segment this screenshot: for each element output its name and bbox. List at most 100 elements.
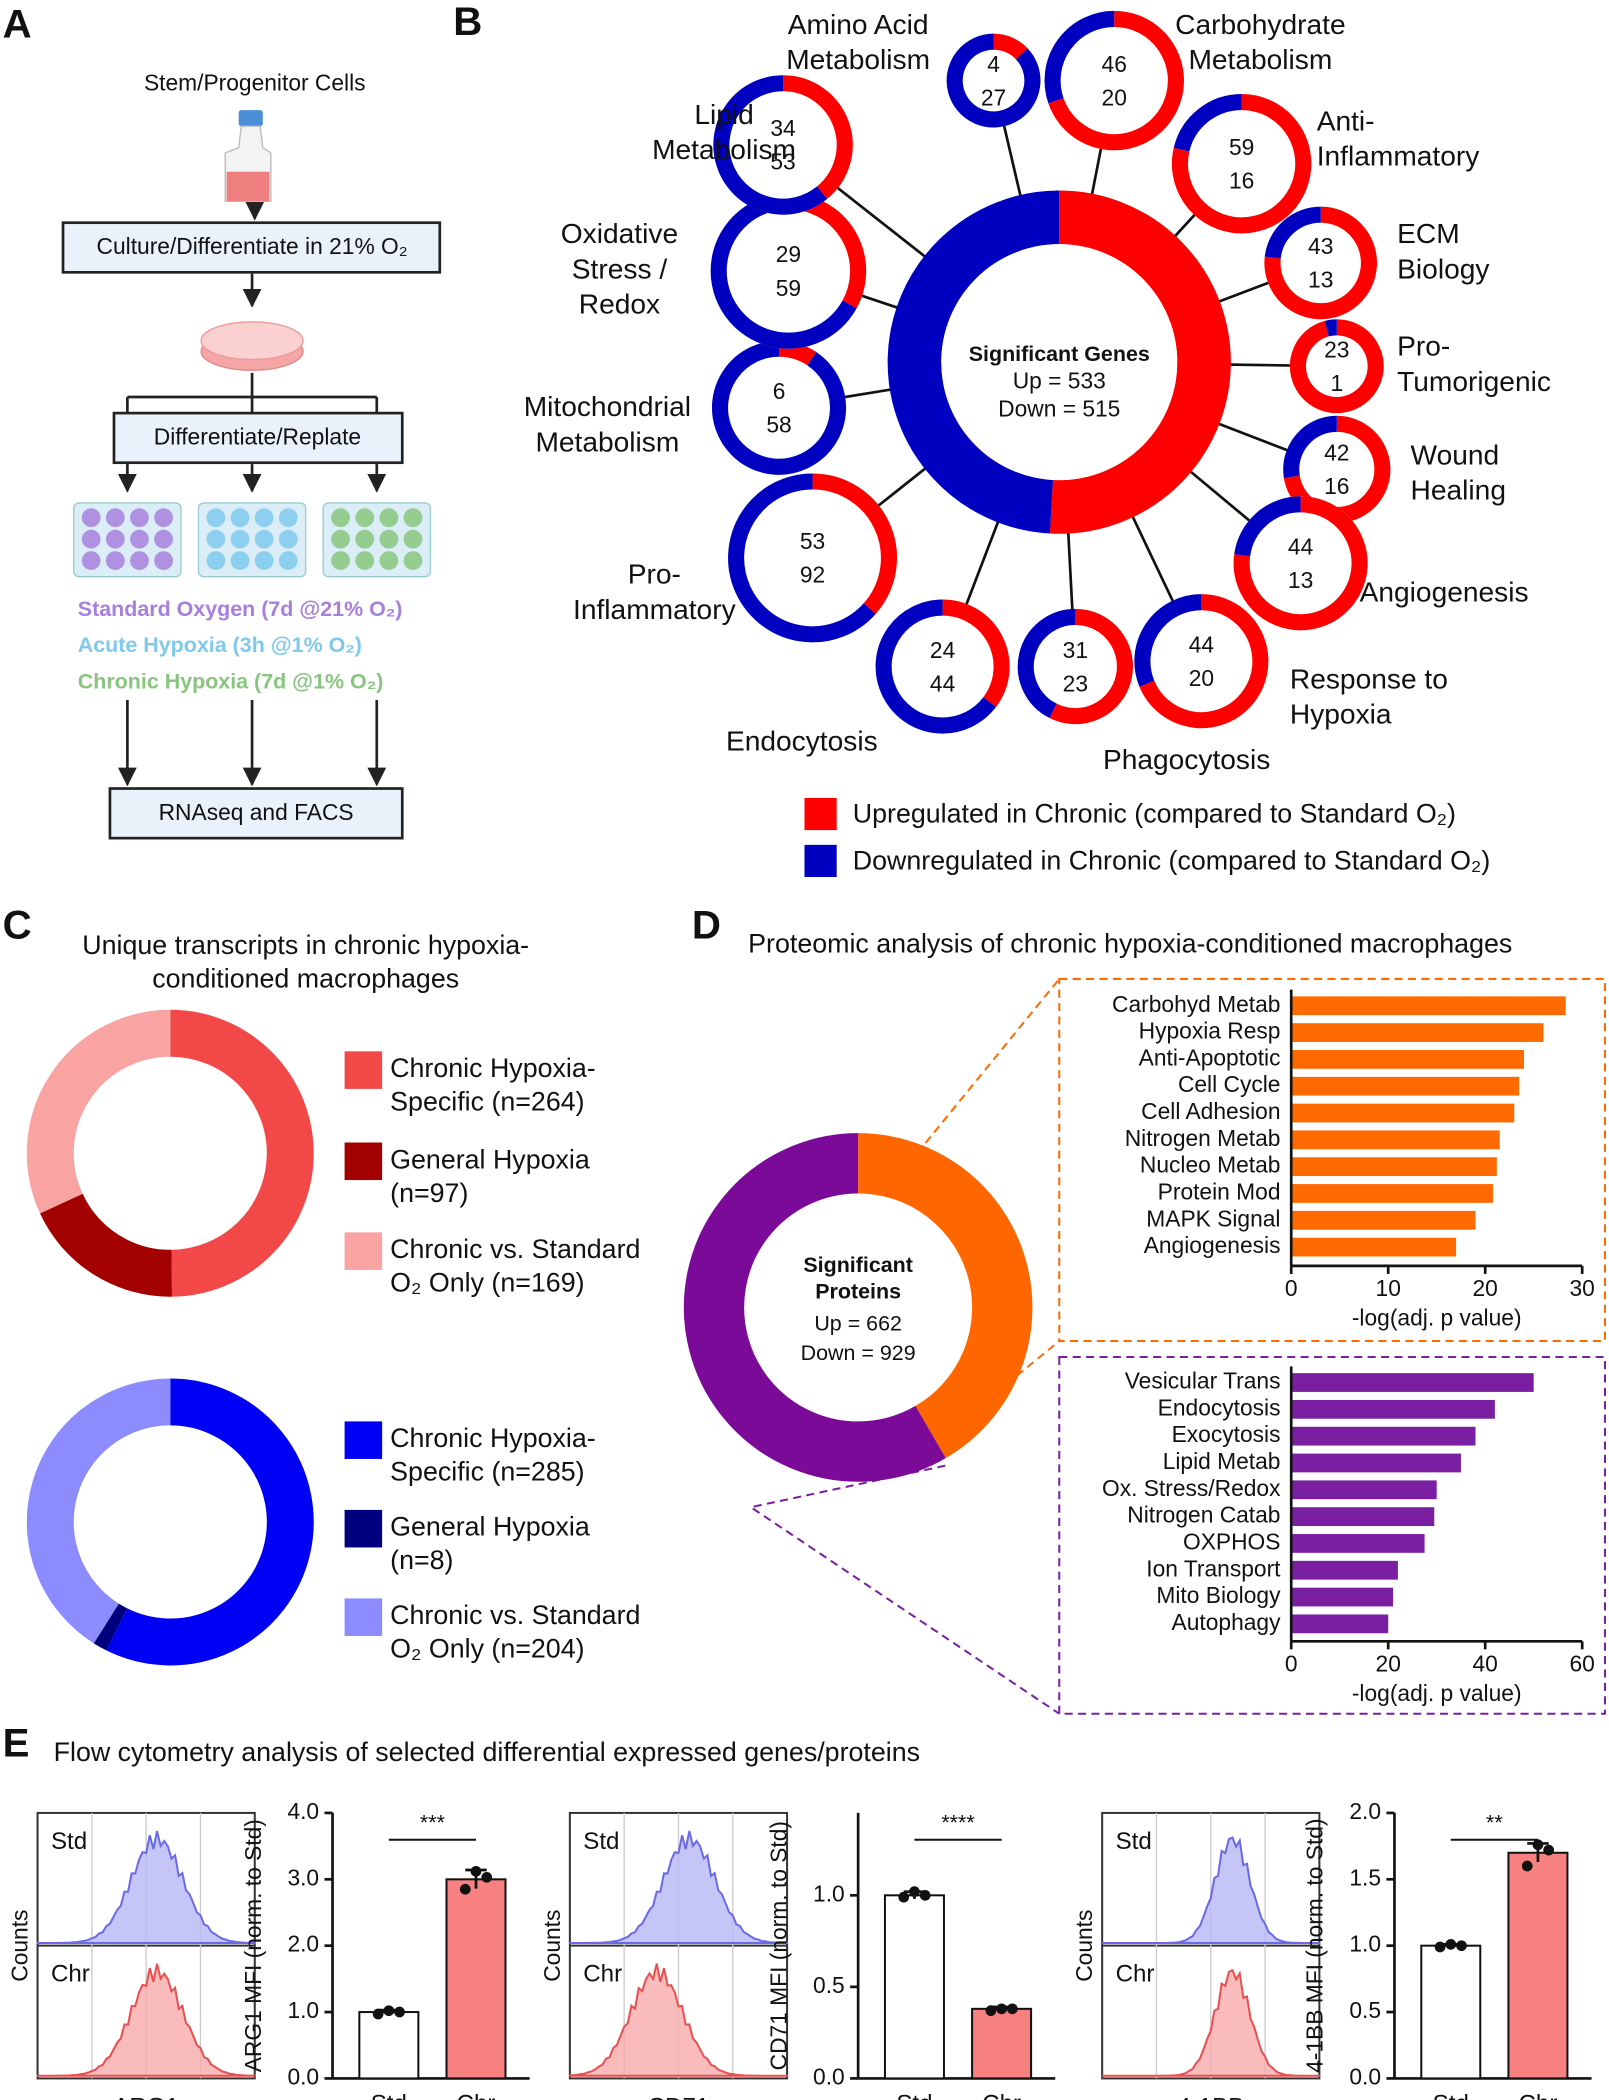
panel-label: E: [3, 1721, 30, 1766]
histogram-y-label: Counts: [6, 1910, 32, 1982]
data-point: [1456, 1940, 1467, 1952]
bar: [1420, 1944, 1482, 2080]
bar: [1291, 1130, 1500, 1150]
up-count: 42: [1324, 440, 1349, 466]
donut-segment: [26, 1378, 171, 1644]
donut-segment: [782, 75, 853, 199]
donut-segment: [1234, 496, 1301, 557]
data-point: [985, 2005, 997, 2017]
data-point: [481, 1871, 493, 1883]
up-count: 53: [800, 528, 825, 554]
up-count: 59: [1229, 134, 1254, 160]
data-point: [919, 1889, 931, 1901]
well: [331, 508, 350, 528]
well: [230, 508, 250, 528]
donut-segment: [1264, 206, 1322, 259]
bar: [1291, 1426, 1476, 1446]
donut-segment: [728, 473, 876, 643]
category-label: Oxidative Stress / Redox: [561, 219, 678, 320]
center-title: Significant Proteins: [803, 1253, 913, 1304]
legend-label: Downregulated in Chronic (compared to St…: [853, 845, 1490, 875]
well: [206, 551, 226, 570]
y-axis-label: CD71 MFI (norm. to Std): [765, 1821, 791, 2070]
up-count: 6: [773, 378, 786, 404]
histogram-curve: [568, 1963, 788, 2077]
x-tick-label: 40: [1473, 1650, 1498, 1676]
well: [130, 529, 149, 549]
bar: [1291, 1399, 1495, 1419]
well: [278, 551, 298, 570]
well: [379, 529, 399, 549]
panel-label: C: [3, 903, 32, 948]
data-point: [898, 1891, 910, 1903]
x-tick-label: 60: [1570, 1650, 1595, 1676]
well: [403, 551, 423, 570]
down-count: 13: [1288, 567, 1313, 593]
category-label: Wound Healing: [1411, 440, 1506, 506]
category-label: Ion Transport: [1146, 1555, 1281, 1581]
category-label: Mitochondrial Metabolism: [524, 392, 691, 458]
y-tick-label: 3.0: [287, 1864, 319, 1890]
x-tick-label: 30: [1570, 1275, 1595, 1301]
category-label: Lipid Metabolism: [652, 99, 796, 165]
center-label: Down = 515: [998, 395, 1120, 421]
y-tick-label: 1.5: [1349, 1864, 1381, 1890]
data-point: [394, 2006, 405, 2018]
flow-step: RNAseq and FACS: [159, 799, 354, 825]
flow-source: Stem/Progenitor Cells: [144, 70, 366, 96]
donut-segment: [1283, 415, 1338, 479]
bar: [445, 1878, 507, 2080]
data-point: [1006, 2003, 1018, 2015]
bar: [1291, 1076, 1520, 1096]
data-point: [1543, 1844, 1555, 1856]
well: [403, 508, 423, 528]
well: [355, 529, 375, 549]
up-count: 46: [1102, 51, 1127, 77]
panel-label: D: [692, 903, 721, 948]
well: [230, 551, 250, 570]
well: [105, 529, 125, 549]
category-label: Autophagy: [1172, 1609, 1282, 1635]
histogram-curve: [37, 1963, 256, 2077]
donut-hole: [713, 75, 853, 215]
well: [331, 529, 350, 549]
up-count: 24: [930, 637, 955, 663]
condition-label: Standard Oxygen (7d @21% O₂): [78, 597, 403, 621]
down-count: 16: [1324, 473, 1349, 499]
y-tick-label: 0.5: [813, 1972, 845, 1998]
panel-labels: A B C D E: [3, 0, 721, 1766]
bar: [1291, 1103, 1515, 1123]
donut-segment: [106, 1378, 314, 1666]
histogram-x-label: 4-1BB: [1177, 2093, 1244, 2100]
category-label: Endocytosis: [726, 725, 878, 756]
donut-segment: [1171, 93, 1312, 234]
donut-segment: [710, 193, 857, 349]
category-label: Carbohydrate Metabolism: [1175, 9, 1346, 75]
legend-label: Chronic vs. Standard O₂ Only (n=204): [390, 1600, 640, 1664]
donut-segment: [169, 1009, 314, 1297]
bar: [1507, 1851, 1569, 2080]
category-label: Phagocytosis: [1103, 744, 1270, 775]
x-axis-label: -log(adj. p value): [1352, 1680, 1522, 1706]
condition-label: Acute Hypoxia (3h @1% O₂): [78, 633, 362, 657]
bar: [1291, 1210, 1476, 1230]
chart-title: Proteomic analysis of chronic hypoxia-co…: [748, 928, 1512, 958]
bar: [1291, 1373, 1534, 1392]
category-label: Ox. Stress/Redox: [1102, 1475, 1281, 1501]
category-label: Pro-Inflammatory: [573, 559, 737, 625]
bar: [883, 1894, 945, 2080]
donut-segment: [946, 33, 1041, 128]
x-tick-label: Chr: [982, 2091, 1021, 2100]
bar: [1291, 996, 1566, 1016]
up-count: 44: [1189, 631, 1214, 657]
category-label: Cell Cycle: [1178, 1071, 1281, 1097]
well: [331, 551, 350, 570]
category-label: ECM Biology: [1397, 219, 1490, 285]
legend-swatch: [344, 1051, 383, 1089]
down-count: 13: [1308, 267, 1333, 293]
well: [105, 508, 125, 528]
donut-segment: [1048, 10, 1184, 151]
well: [81, 551, 101, 570]
donut-segment: [1134, 594, 1202, 687]
center-label: Down = 929: [801, 1341, 916, 1365]
